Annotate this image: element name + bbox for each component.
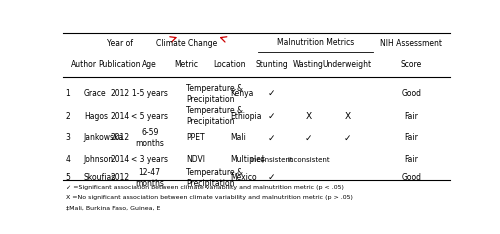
Text: PPET: PPET: [186, 133, 205, 143]
Text: 12-47
months: 12-47 months: [135, 168, 164, 188]
Text: 3: 3: [66, 133, 70, 143]
Text: Wasting: Wasting: [293, 60, 324, 69]
Text: 1-5 years: 1-5 years: [132, 89, 168, 98]
Text: Stunting: Stunting: [256, 60, 288, 69]
Text: 5: 5: [66, 173, 70, 182]
Text: NDVI: NDVI: [186, 155, 206, 164]
Text: ‡Mali, Burkina Faso, Guinea, E: ‡Mali, Burkina Faso, Guinea, E: [66, 206, 160, 211]
Text: 2014: 2014: [110, 155, 130, 164]
Text: Temperature &
Precipitation: Temperature & Precipitation: [186, 168, 244, 188]
Text: Skoufias: Skoufias: [84, 173, 116, 182]
Text: Malnutrition Metrics: Malnutrition Metrics: [276, 38, 354, 47]
Text: Hagos: Hagos: [84, 112, 108, 121]
Text: X =No significant association between climate variability and malnutrition metri: X =No significant association between cl…: [66, 195, 352, 201]
Text: Johnson: Johnson: [84, 155, 114, 164]
Text: X: X: [344, 112, 350, 121]
Text: NIH Assessment: NIH Assessment: [380, 40, 442, 48]
Text: Location: Location: [214, 60, 246, 69]
Text: ✓: ✓: [268, 133, 276, 143]
Text: 2: 2: [66, 112, 70, 121]
Text: Mexico: Mexico: [230, 173, 256, 182]
Text: ✓: ✓: [305, 133, 312, 143]
Text: Mali: Mali: [230, 133, 246, 143]
Text: Good: Good: [401, 173, 421, 182]
Text: 1: 1: [66, 89, 70, 98]
Text: Inconsistent: Inconsistent: [250, 157, 293, 163]
Text: Temperature &
Precipitation: Temperature & Precipitation: [186, 106, 244, 126]
Text: Grace: Grace: [84, 89, 106, 98]
Text: Jankowska: Jankowska: [84, 133, 124, 143]
Text: 6-59
months: 6-59 months: [135, 128, 164, 148]
Text: 2014: 2014: [110, 112, 130, 121]
Text: Kenya: Kenya: [230, 89, 254, 98]
Text: Good: Good: [401, 89, 421, 98]
Text: Age: Age: [142, 60, 157, 69]
Text: Publication: Publication: [98, 60, 141, 69]
Text: Fair: Fair: [404, 112, 418, 121]
Text: < 5 years: < 5 years: [131, 112, 168, 121]
Text: Inconsistent: Inconsistent: [287, 157, 330, 163]
Text: 2012: 2012: [110, 89, 130, 98]
Text: 2012: 2012: [110, 133, 130, 143]
Text: Multiple‡: Multiple‡: [230, 155, 264, 164]
Text: X: X: [306, 112, 312, 121]
Text: < 3 years: < 3 years: [131, 155, 168, 164]
Text: Author: Author: [71, 60, 97, 69]
Text: ✓ =Significant association between climate variability and malnutrition metric (: ✓ =Significant association between clima…: [66, 185, 344, 190]
Text: Year of: Year of: [107, 40, 133, 48]
Text: 2012: 2012: [110, 173, 130, 182]
Text: ✓: ✓: [268, 89, 276, 98]
Text: ✓: ✓: [344, 133, 351, 143]
Text: Metric: Metric: [174, 60, 199, 69]
Text: Fair: Fair: [404, 155, 418, 164]
Text: Fair: Fair: [404, 133, 418, 143]
Text: Underweight: Underweight: [323, 60, 372, 69]
Text: Ethiopia: Ethiopia: [230, 112, 262, 121]
Text: 4: 4: [66, 155, 70, 164]
Text: Score: Score: [400, 60, 422, 69]
Text: ✓: ✓: [268, 112, 276, 121]
Text: Climate Change: Climate Change: [156, 40, 217, 48]
Text: ✓: ✓: [268, 173, 276, 182]
Text: Temperature &
Precipitation: Temperature & Precipitation: [186, 84, 244, 104]
